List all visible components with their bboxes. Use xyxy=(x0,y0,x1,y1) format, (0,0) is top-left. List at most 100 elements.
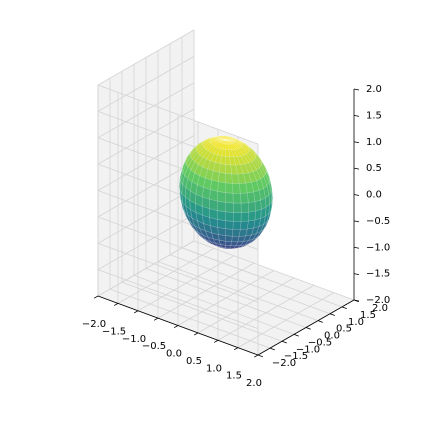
y-tick-mark xyxy=(257,354,263,358)
surface-patch xyxy=(241,143,250,151)
x-tick-mark xyxy=(213,339,219,343)
y-tick-label: −0.5 xyxy=(308,337,332,348)
surface-patch xyxy=(217,191,226,203)
surface-patch xyxy=(202,187,211,200)
surface-patch xyxy=(233,149,242,157)
y-tick-label: −2.0 xyxy=(272,358,296,369)
x-tick-mark xyxy=(113,303,119,306)
y-tick-mark xyxy=(281,340,287,344)
surface-patch xyxy=(232,202,242,213)
y-tick-mark xyxy=(329,313,335,316)
z-tick-label: 1.0 xyxy=(366,137,382,148)
surface-patch xyxy=(232,212,242,222)
y-tick-label: 2.0 xyxy=(372,303,388,314)
surface-patch xyxy=(217,181,226,193)
surface-patch xyxy=(228,143,235,151)
surface-patch xyxy=(217,139,227,142)
y-axis-ticks: −2.0−1.5−1.0−0.50.00.51.01.52.0 xyxy=(257,299,388,369)
surface-patch xyxy=(240,211,249,222)
surface-patch xyxy=(230,149,238,158)
surface-patch xyxy=(240,163,249,174)
surface-patch xyxy=(231,235,240,243)
y-tick-mark xyxy=(269,347,275,351)
surface-patch xyxy=(232,193,242,204)
surface-patch xyxy=(243,153,253,164)
surface-patch xyxy=(231,247,238,250)
x-tick-label: −2.0 xyxy=(82,319,106,330)
surface-patch xyxy=(240,192,249,204)
surface-patch xyxy=(244,162,254,174)
z-tick-label: 0.0 xyxy=(366,190,382,201)
z-axis-ticks: −2.0 −1.5 −1.0 −0.5 0.0 0.5 1.0 1.5 2.0 xyxy=(353,84,390,306)
surface-patch xyxy=(216,210,226,221)
surface-patch xyxy=(225,156,231,166)
z-tick-mark xyxy=(353,299,360,302)
y-tick-label: 1.0 xyxy=(348,317,364,328)
surface-patch xyxy=(255,152,263,164)
surface-patch xyxy=(248,210,256,222)
z-tick-mark xyxy=(353,141,360,144)
surface-patch xyxy=(247,191,256,203)
y-tick-label: 1.5 xyxy=(360,310,376,321)
x-tick-mark xyxy=(253,354,259,358)
z-tick-label: 2.0 xyxy=(366,84,382,95)
x-tick-label: −0.5 xyxy=(142,341,166,352)
surface-patch xyxy=(218,172,226,184)
y-tick-label: −1.5 xyxy=(284,351,308,362)
z-tick-mark xyxy=(353,246,360,249)
surface-patch xyxy=(251,180,260,193)
surface-patch xyxy=(189,199,197,213)
surface-patch xyxy=(190,181,198,195)
surface-patch xyxy=(270,198,273,211)
surface-patch xyxy=(202,214,211,226)
surface-patch xyxy=(254,199,262,212)
z-tick-mark xyxy=(353,194,360,196)
y-tick-mark xyxy=(293,333,299,337)
surface-patch xyxy=(225,173,233,184)
x-tick-mark xyxy=(133,310,139,314)
x-tick-label: 2.0 xyxy=(246,378,262,389)
z-tick-mark xyxy=(353,220,360,223)
z-tick-label: 0.5 xyxy=(366,163,382,174)
surface-patch xyxy=(231,173,240,184)
surface-patch xyxy=(230,143,239,150)
surface-patch xyxy=(254,209,262,221)
x-tick-mark xyxy=(153,317,159,321)
z-tick-mark xyxy=(353,273,360,276)
surface-patch xyxy=(191,217,200,229)
surface-patch xyxy=(240,202,249,213)
surface-patch xyxy=(225,192,234,204)
y-tick-mark xyxy=(305,327,311,330)
sphere-surface xyxy=(179,135,273,250)
surface-patch xyxy=(217,139,227,141)
x-tick-mark xyxy=(233,347,239,351)
y-tick-mark xyxy=(341,306,347,310)
z-tick-label: −0.5 xyxy=(366,216,390,227)
surface-patch xyxy=(225,164,232,175)
surface-patch xyxy=(225,220,234,230)
x-tick-label: −1.0 xyxy=(122,334,146,345)
z-tick-mark xyxy=(353,114,360,117)
y-tick-mark xyxy=(317,320,323,323)
y-tick-label: 0.0 xyxy=(324,331,340,342)
surface-patch xyxy=(268,179,273,193)
surface-patch xyxy=(225,139,231,145)
x-tick-label: 0.5 xyxy=(186,356,202,367)
x-tick-label: 1.0 xyxy=(206,363,222,374)
surface-patch xyxy=(232,229,241,237)
surface-patch xyxy=(224,211,234,222)
surface-patch xyxy=(243,172,252,184)
surface-patch xyxy=(225,139,235,142)
surface-patch xyxy=(216,200,226,213)
surface-patch xyxy=(187,214,196,227)
surface-patch xyxy=(217,227,226,236)
surface-patch xyxy=(225,139,235,144)
surface-patch xyxy=(225,235,233,242)
surface-patch xyxy=(248,201,256,213)
x-tick-label: 0.0 xyxy=(166,349,182,360)
x-tick-mark xyxy=(93,295,99,299)
surface-patch xyxy=(203,223,212,234)
surface-patch xyxy=(233,140,243,146)
